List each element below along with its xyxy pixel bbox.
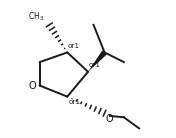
Text: or1: or1: [69, 99, 81, 105]
Text: CH$_3$: CH$_3$: [28, 10, 44, 23]
Text: or1: or1: [89, 62, 101, 68]
Text: O: O: [28, 81, 36, 91]
Text: O: O: [106, 114, 114, 124]
Text: or1: or1: [68, 43, 80, 49]
Polygon shape: [88, 51, 107, 72]
